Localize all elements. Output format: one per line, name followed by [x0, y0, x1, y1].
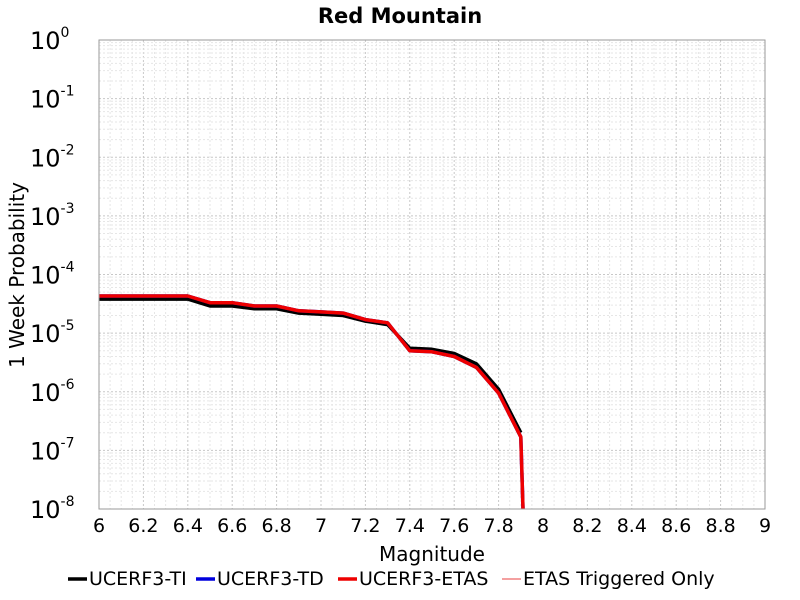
- x-tick-label: 8.2: [572, 515, 602, 537]
- legend-label: UCERF3-ETAS: [359, 568, 488, 590]
- legend: UCERF3-TI UCERF3-TD UCERF3-ETAS ETAS Trigge…: [68, 568, 715, 590]
- legend-item: ETAS Triggered Only: [502, 568, 715, 590]
- y-tick-label: 10-6: [30, 377, 75, 407]
- y-tick-label: 10-8: [30, 494, 75, 524]
- x-tick-label: 8.6: [661, 515, 691, 537]
- x-tick-label: 6.2: [128, 515, 158, 537]
- series-layer: [99, 294, 525, 510]
- x-tick-label: 6: [93, 515, 105, 537]
- series-line-2: [99, 294, 525, 510]
- y-tick-label: 100: [30, 25, 69, 55]
- x-tick-label: 7.6: [439, 515, 469, 537]
- series-line-0: [99, 297, 523, 434]
- y-tick-label: 10-7: [30, 435, 75, 465]
- x-tick-label: 7: [315, 515, 327, 537]
- grid: [98, 40, 766, 510]
- x-tick-label: 8: [537, 515, 549, 537]
- x-tick-label: 6.6: [217, 515, 247, 537]
- legend-item: UCERF3-TD: [196, 568, 324, 590]
- y-tick-label: 10-2: [30, 142, 75, 172]
- x-axis-label: Magnitude: [379, 542, 485, 566]
- x-tick-label: 6.4: [173, 515, 203, 537]
- x-tick-label: 8.8: [705, 515, 735, 537]
- y-tick-label: 10-4: [30, 260, 75, 290]
- x-tick-label: 6.8: [261, 515, 291, 537]
- x-tick-label: 7.8: [483, 515, 513, 537]
- x-axis-ticks: 6 6.2 6.4 6.6 6.8 7 7.2 7.4 7.6 7.8 8 8.2 8.4 8.6 8.8 9: [93, 515, 771, 537]
- x-tick-label: 9: [759, 515, 771, 537]
- chart-title: Red Mountain: [318, 4, 482, 28]
- y-tick-label: 10-5: [30, 318, 75, 348]
- legend-item: UCERF3-ETAS: [338, 568, 488, 590]
- legend-label: UCERF3-TD: [217, 568, 324, 590]
- y-axis-ticks: 100 10-1 10-2 10-3 10-4 10-5 10-6 10-7 10-8: [30, 25, 75, 524]
- plot-border: [98, 39, 766, 510]
- x-tick-label: 7.2: [350, 515, 380, 537]
- legend-item: UCERF3-TI: [68, 568, 187, 590]
- y-tick-label: 10-3: [30, 201, 75, 231]
- x-tick-label: 8.4: [617, 515, 647, 537]
- y-tick-label: 10-1: [30, 84, 75, 114]
- legend-label: ETAS Triggered Only: [523, 568, 715, 590]
- y-axis-label: 1 Week Probability: [5, 182, 29, 368]
- legend-label: UCERF3-TI: [89, 568, 187, 590]
- x-tick-label: 7.4: [395, 515, 425, 537]
